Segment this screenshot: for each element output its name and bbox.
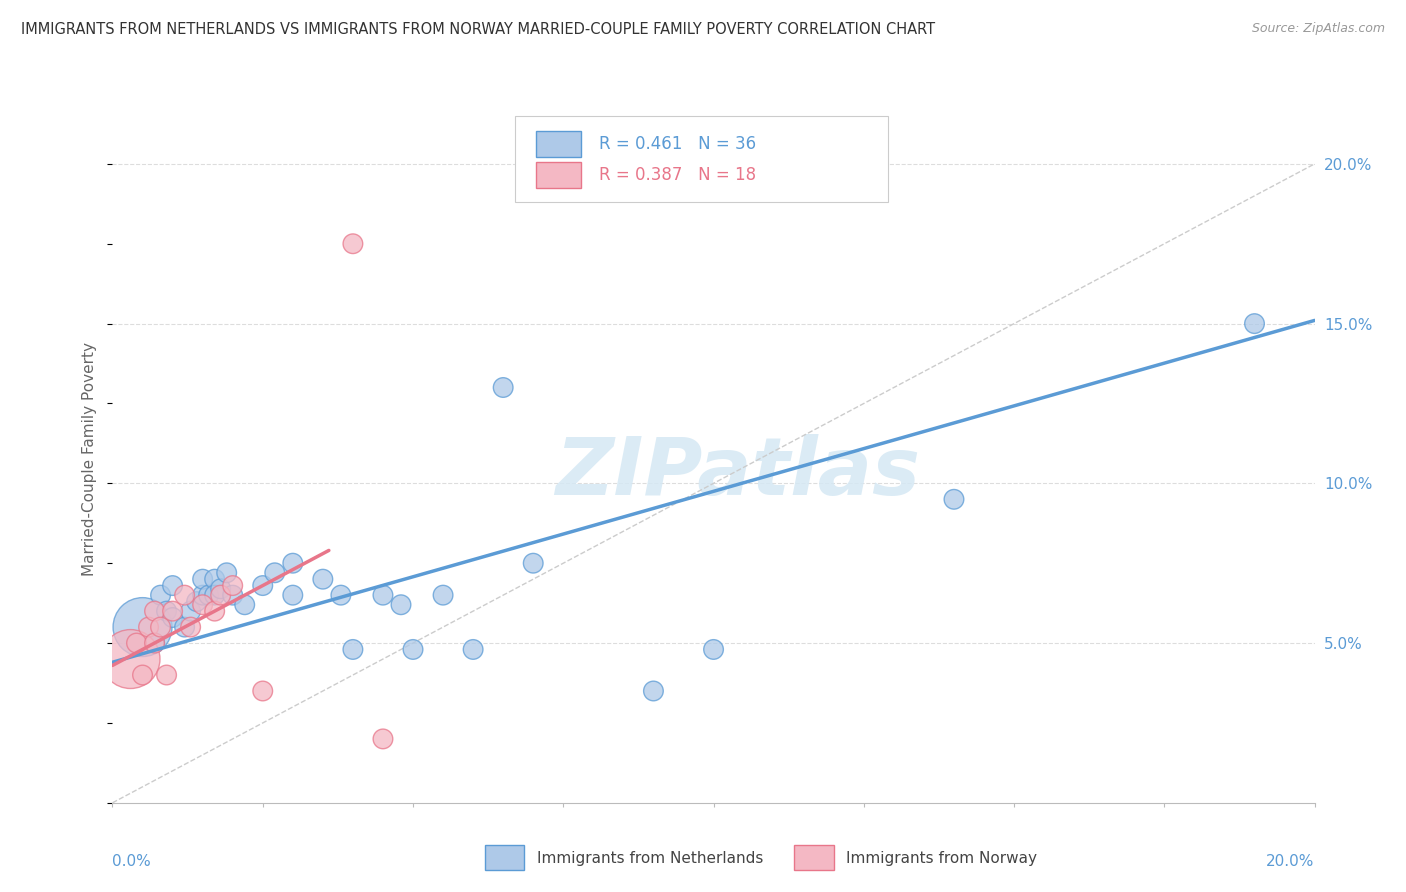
Text: R = 0.387   N = 18: R = 0.387 N = 18 [599,166,756,184]
Text: Immigrants from Norway: Immigrants from Norway [846,851,1038,865]
Point [263,566,285,580]
Text: 20.0%: 20.0% [1267,855,1315,870]
Point [149,620,172,634]
Point [191,598,214,612]
Point [432,588,454,602]
Point [131,620,153,634]
Point [173,620,195,634]
Point [281,588,304,602]
Point [180,604,202,618]
Point [143,604,166,618]
Y-axis label: Married-Couple Family Poverty: Married-Couple Family Poverty [82,343,97,576]
Point [342,642,364,657]
Text: 0.0%: 0.0% [112,855,152,870]
FancyBboxPatch shape [515,116,887,202]
FancyBboxPatch shape [536,162,581,188]
Point [209,588,232,602]
Point [389,598,412,612]
Point [191,588,214,602]
Point [522,556,544,570]
Point [186,594,208,608]
Point [131,668,153,682]
Point [143,636,166,650]
Text: IMMIGRANTS FROM NETHERLANDS VS IMMIGRANTS FROM NORWAY MARRIED-COUPLE FAMILY POVE: IMMIGRANTS FROM NETHERLANDS VS IMMIGRANT… [21,22,935,37]
Text: R = 0.461   N = 36: R = 0.461 N = 36 [599,135,756,153]
Point [191,572,214,586]
Point [329,588,352,602]
Point [233,598,256,612]
Point [402,642,425,657]
Point [702,642,725,657]
Point [155,668,177,682]
Point [371,731,394,746]
Point [222,578,245,592]
Point [162,610,184,624]
Point [155,604,177,618]
Point [143,636,166,650]
Point [492,380,515,394]
Point [125,636,148,650]
Point [120,652,142,666]
Point [222,588,245,602]
Point [138,620,160,634]
Point [204,572,226,586]
Point [461,642,484,657]
Point [1243,317,1265,331]
Point [162,578,184,592]
Point [197,588,219,602]
Point [643,684,665,698]
Point [252,578,274,592]
Point [942,492,965,507]
Point [209,582,232,596]
Text: Immigrants from Netherlands: Immigrants from Netherlands [537,851,763,865]
Point [215,566,238,580]
Text: Source: ZipAtlas.com: Source: ZipAtlas.com [1251,22,1385,36]
Point [252,684,274,698]
Point [149,588,172,602]
Point [180,620,202,634]
Point [371,588,394,602]
Point [162,604,184,618]
FancyBboxPatch shape [536,131,581,157]
Point [281,556,304,570]
Point [204,588,226,602]
Point [312,572,335,586]
Point [204,604,226,618]
Point [342,236,364,251]
Text: ZIPatlas: ZIPatlas [555,434,920,512]
Point [173,588,195,602]
